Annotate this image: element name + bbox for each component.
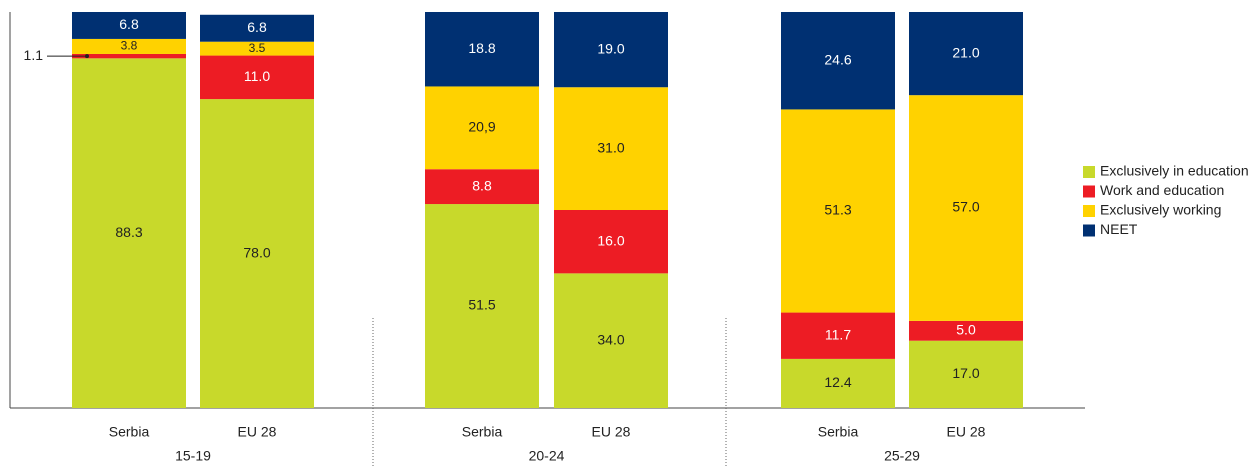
data-label: 5.0 <box>956 321 976 337</box>
data-label: 16.0 <box>597 232 624 248</box>
group-label: 20-24 <box>529 448 565 464</box>
data-label: 3.5 <box>249 41 266 55</box>
bar-segment <box>425 12 539 87</box>
bar-segment <box>425 169 539 205</box>
bar-segment <box>909 12 1023 96</box>
x-tick-label: Serbia <box>462 424 503 440</box>
data-label: 8.8 <box>472 177 492 193</box>
data-label: 88.3 <box>115 224 142 240</box>
bar-segment <box>554 210 668 274</box>
legend-swatch <box>1083 224 1095 237</box>
bar-segment <box>554 87 668 210</box>
data-label: 11.7 <box>825 326 851 342</box>
data-label: 6.8 <box>119 16 139 32</box>
bar-segment <box>781 358 895 408</box>
bar-segment <box>72 12 186 39</box>
data-label: 20,9 <box>468 119 495 135</box>
bar-segment <box>72 38 186 54</box>
bar-segment <box>425 86 539 170</box>
bar-segment <box>72 58 186 408</box>
x-tick-label: EU 28 <box>947 424 986 440</box>
data-label: 24.6 <box>824 51 851 67</box>
legend-label: Work and education <box>1100 182 1224 198</box>
legend-label: Exclusively in education <box>1100 163 1249 179</box>
x-tick-label: Serbia <box>818 424 859 440</box>
bar-segment <box>72 53 186 59</box>
x-tick-label: EU 28 <box>592 424 631 440</box>
data-label: 11.0 <box>244 68 270 84</box>
bar-segment <box>554 273 668 408</box>
bar-segment <box>425 204 539 408</box>
bar-segment <box>200 55 314 100</box>
data-label: 6.8 <box>247 19 267 35</box>
callout-dot <box>85 54 89 59</box>
group-label: 25-29 <box>884 448 920 464</box>
legend-swatch <box>1083 185 1095 198</box>
legend-label: Exclusively working <box>1100 202 1221 218</box>
group-label: 15-19 <box>175 448 211 464</box>
data-label: 19.0 <box>597 40 624 56</box>
data-label: 21.0 <box>952 44 979 60</box>
data-label: 51.3 <box>824 202 851 218</box>
bar-segment <box>909 340 1023 408</box>
bar-segment <box>200 14 314 42</box>
data-label: 3.8 <box>121 39 138 53</box>
data-label: 78.0 <box>243 244 270 260</box>
data-label: 34.0 <box>597 331 624 347</box>
bar-segment <box>200 99 314 409</box>
bar-segment <box>909 95 1023 321</box>
x-tick-label: EU 28 <box>238 424 277 440</box>
data-label: 31.0 <box>597 139 624 155</box>
data-label: 1.1 <box>24 47 44 63</box>
data-label: 51.5 <box>468 297 495 313</box>
bar-segment <box>200 41 314 56</box>
bar-segment <box>781 12 895 110</box>
data-label: 18.8 <box>468 40 495 56</box>
legend-swatch <box>1083 166 1095 178</box>
data-label: 57.0 <box>952 199 979 215</box>
x-tick-label: Serbia <box>109 424 150 440</box>
bar-segment <box>909 320 1023 341</box>
data-label: 17.0 <box>952 365 979 381</box>
data-label: 12.4 <box>824 374 851 390</box>
legend-label: NEET <box>1100 221 1138 237</box>
bar-segment <box>781 312 895 359</box>
bar-segment <box>554 12 668 88</box>
bar-segment <box>781 109 895 313</box>
legend-swatch <box>1083 205 1095 217</box>
